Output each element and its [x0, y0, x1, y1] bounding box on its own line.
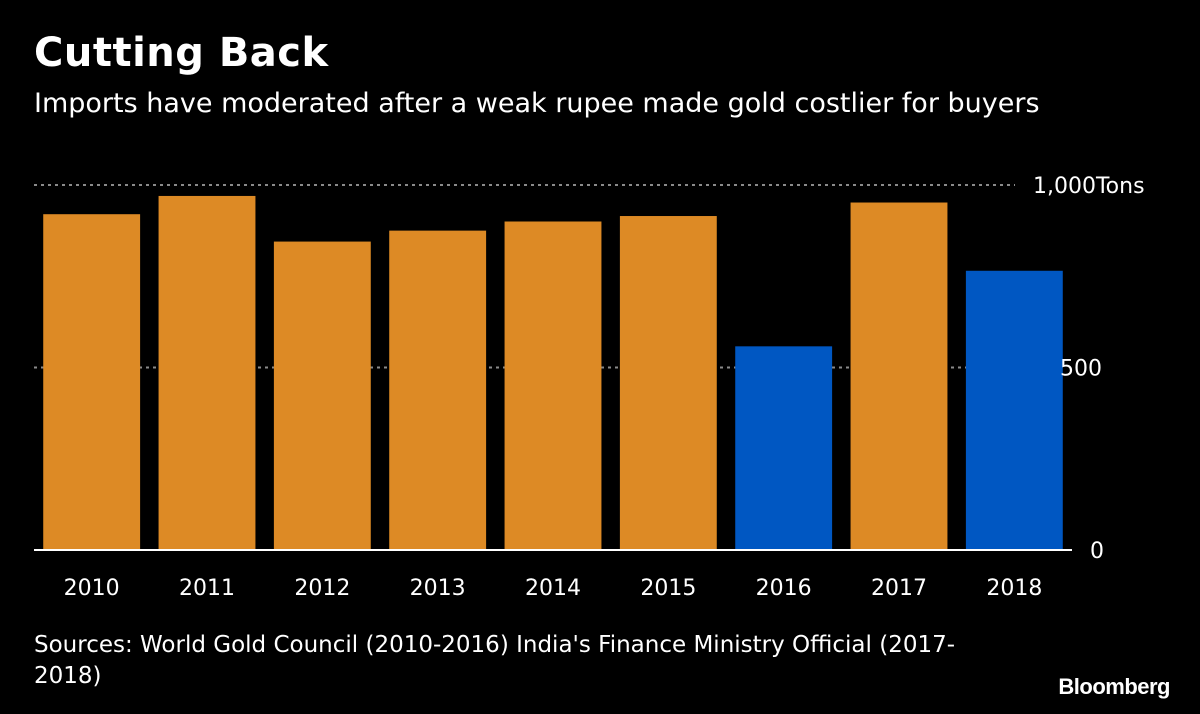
bar-2013	[389, 230, 487, 550]
bar-2018	[965, 270, 1063, 550]
bloomberg-logo: Bloomberg	[1058, 674, 1170, 699]
source-note: Sources: World Gold Council (2010-2016) …	[34, 632, 956, 689]
bar-2014	[504, 221, 602, 550]
bar-2011	[158, 195, 256, 550]
bar-2016	[735, 346, 833, 550]
x-tick-label-2015: 2015	[640, 576, 696, 601]
x-tick-label-2017: 2017	[871, 576, 927, 601]
bar-2017	[850, 202, 948, 550]
y-tick-label-0: 0	[1090, 539, 1104, 564]
chart-title: Cutting Back	[34, 30, 329, 76]
x-tick-label-2010: 2010	[64, 576, 120, 601]
x-tick-label-2013: 2013	[410, 576, 466, 601]
x-tick-label-2011: 2011	[179, 576, 235, 601]
chart-subtitle: Imports have moderated after a weak rupe…	[34, 88, 1040, 119]
y-tick-labels: 0 500 1,000Tons	[1033, 174, 1145, 564]
bar-2015	[619, 216, 717, 550]
x-tick-label-2014: 2014	[525, 576, 581, 601]
bars	[43, 195, 1063, 550]
x-tick-label-2018: 2018	[986, 576, 1042, 601]
y-tick-label-500: 500	[1060, 357, 1102, 382]
y-tick-label-1000: 1,000Tons	[1033, 174, 1145, 199]
x-tick-label-2016: 2016	[756, 576, 812, 601]
x-tick-labels: 2010 2011 2012 2013 2014 2015 2016 2017 2018	[64, 576, 1043, 601]
x-tick-label-2012: 2012	[294, 576, 350, 601]
bar-2012	[273, 241, 371, 550]
bar-2010	[43, 214, 141, 550]
